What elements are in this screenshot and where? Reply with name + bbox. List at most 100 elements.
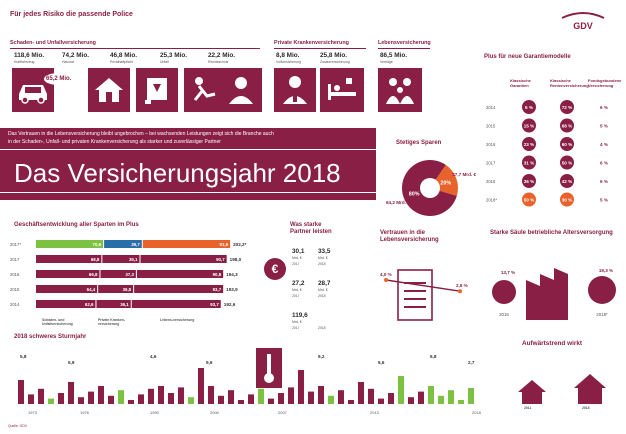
storm-bar	[238, 400, 244, 404]
geschaeft-title: Geschäftsentwicklung aller Sparten im Pl…	[14, 222, 139, 228]
storm-bar	[188, 397, 194, 404]
garantie-table: 2014 6 % 72 % 6 % 2015 15 % 68 % 5 % 2016 23 % 60 …	[486, 100, 608, 207]
bar-label: 64,4	[87, 287, 96, 292]
frame-icon	[136, 68, 178, 112]
storm-bar	[78, 397, 84, 404]
col-header: Fondsgebundene Versicherung	[588, 78, 622, 88]
aufwaerts-year: 2018	[582, 406, 590, 410]
value-label: 42 %	[562, 179, 572, 184]
value-label: 15 %	[524, 123, 534, 128]
storm-bar	[48, 398, 54, 404]
bar-label: 93,7	[210, 302, 219, 307]
thermometer-icon	[256, 348, 282, 388]
value-label: 31 %	[524, 160, 534, 165]
storm-label: 6,8	[430, 354, 437, 359]
trend-point	[458, 289, 462, 294]
item-caption: Zusatzversicherung	[320, 60, 350, 64]
item-value: 86,5 Mio.	[380, 52, 407, 59]
banner-line: Das Vertrauen in die Lebensversicherung …	[8, 131, 274, 137]
value-label: 60 %	[562, 142, 572, 147]
factory-shape	[526, 268, 568, 320]
pie-annotation: 27,7 Mrd. €	[452, 172, 476, 177]
storm-bar	[298, 370, 304, 404]
storm-bar	[288, 387, 294, 404]
document-line	[404, 282, 426, 284]
storm-bar	[308, 391, 314, 404]
bar-segment	[98, 285, 134, 293]
item-value: 25,3 Mio.	[160, 52, 187, 59]
storm-bar	[148, 388, 154, 404]
value-label: 50 %	[562, 160, 572, 165]
value-circle	[560, 192, 574, 207]
banner-line: in der Schaden-, Unfall- und privaten Kr…	[8, 139, 221, 145]
bar-label: 36,1	[120, 302, 129, 307]
storm-bar	[28, 394, 34, 404]
sturm-chart: 5,8 5,9 4,6 9,6 9,2 5,6 6,8 2,7 1973 1976 1990 2000…	[18, 354, 482, 415]
storm-bar	[318, 386, 324, 404]
value-label: 13,7 %	[501, 270, 515, 275]
value-circle	[522, 137, 536, 151]
bar-label: 39,7	[131, 242, 140, 247]
storm-label: 5,9	[68, 360, 75, 365]
value-circle	[560, 118, 574, 133]
storm-bar	[328, 395, 334, 404]
storm-bar	[438, 395, 444, 404]
storm-label: 5,8	[20, 354, 27, 359]
document-line	[404, 306, 426, 308]
x-tick: 1990	[150, 410, 160, 415]
top-title: Für jedes Risiko die passende Police	[10, 11, 133, 18]
section1-title: Schaden- und Unfallversicherung	[10, 40, 96, 46]
slice-label: 80%	[409, 192, 420, 198]
pie-annotation: 64,2 Mrd. €	[386, 200, 410, 205]
year-label: 2014	[486, 105, 496, 110]
partner-value: 28,7	[318, 280, 331, 287]
section2-title: Private Krankenversicherung	[274, 40, 349, 46]
partner-value: 27,2	[292, 280, 305, 287]
storm-bar	[418, 391, 424, 404]
year-label: 2018*	[596, 312, 608, 317]
bar-segment	[142, 240, 231, 248]
storm-bar	[368, 388, 374, 404]
value-label: 50 %	[524, 197, 534, 202]
bar-label: 62,6	[85, 302, 94, 307]
bar-total: 202,2*	[233, 242, 246, 247]
row-label: 2017	[10, 257, 20, 262]
item-caption: Hausrat	[62, 60, 74, 64]
storm-bar	[248, 394, 254, 404]
bar-segment	[96, 300, 131, 308]
col-header: Klassische Rentenversicherung	[550, 78, 589, 88]
item-caption: Vollversicherung	[276, 60, 301, 64]
storm-bar	[108, 395, 114, 404]
col-header: Klassische Garantien	[510, 78, 531, 88]
row-label: 2017*	[10, 242, 21, 247]
partner-title-1: Was starke	[290, 222, 322, 228]
year-label: 2018	[486, 179, 496, 184]
judge-icon	[220, 68, 262, 112]
storm-bar	[38, 388, 44, 404]
bar-segment	[140, 255, 227, 263]
item-value: 22,2 Mio.	[208, 52, 235, 59]
sparen-chart: 20% 80% 27,7 Mrd. € 64,2 Mrd. €	[386, 160, 476, 216]
partner-value: 33,5	[318, 248, 331, 255]
partner-year: 2017	[292, 294, 300, 298]
storm-label: 5,6	[378, 360, 385, 365]
value-label: 19,3 %	[599, 268, 613, 273]
bar-label: 90,7	[216, 257, 225, 262]
item-value: 118,6 Mio.	[14, 52, 45, 59]
bar-label: 91,9	[220, 242, 229, 247]
point-label: 4,0 %	[380, 272, 392, 277]
storm-bar	[258, 388, 264, 404]
partner-unit: Mrd. €	[292, 320, 302, 324]
storm-bar	[68, 382, 74, 404]
value-circle	[522, 155, 536, 170]
storm-bar	[168, 393, 174, 404]
value-label: 4 %	[600, 142, 608, 147]
bar-segment	[36, 240, 104, 248]
value-circle	[522, 100, 536, 114]
storm-bar	[158, 386, 164, 404]
year-label: 2015	[486, 124, 496, 129]
bar-segment	[36, 300, 96, 308]
value-circle	[560, 137, 574, 151]
falling-person-icon	[184, 68, 226, 112]
